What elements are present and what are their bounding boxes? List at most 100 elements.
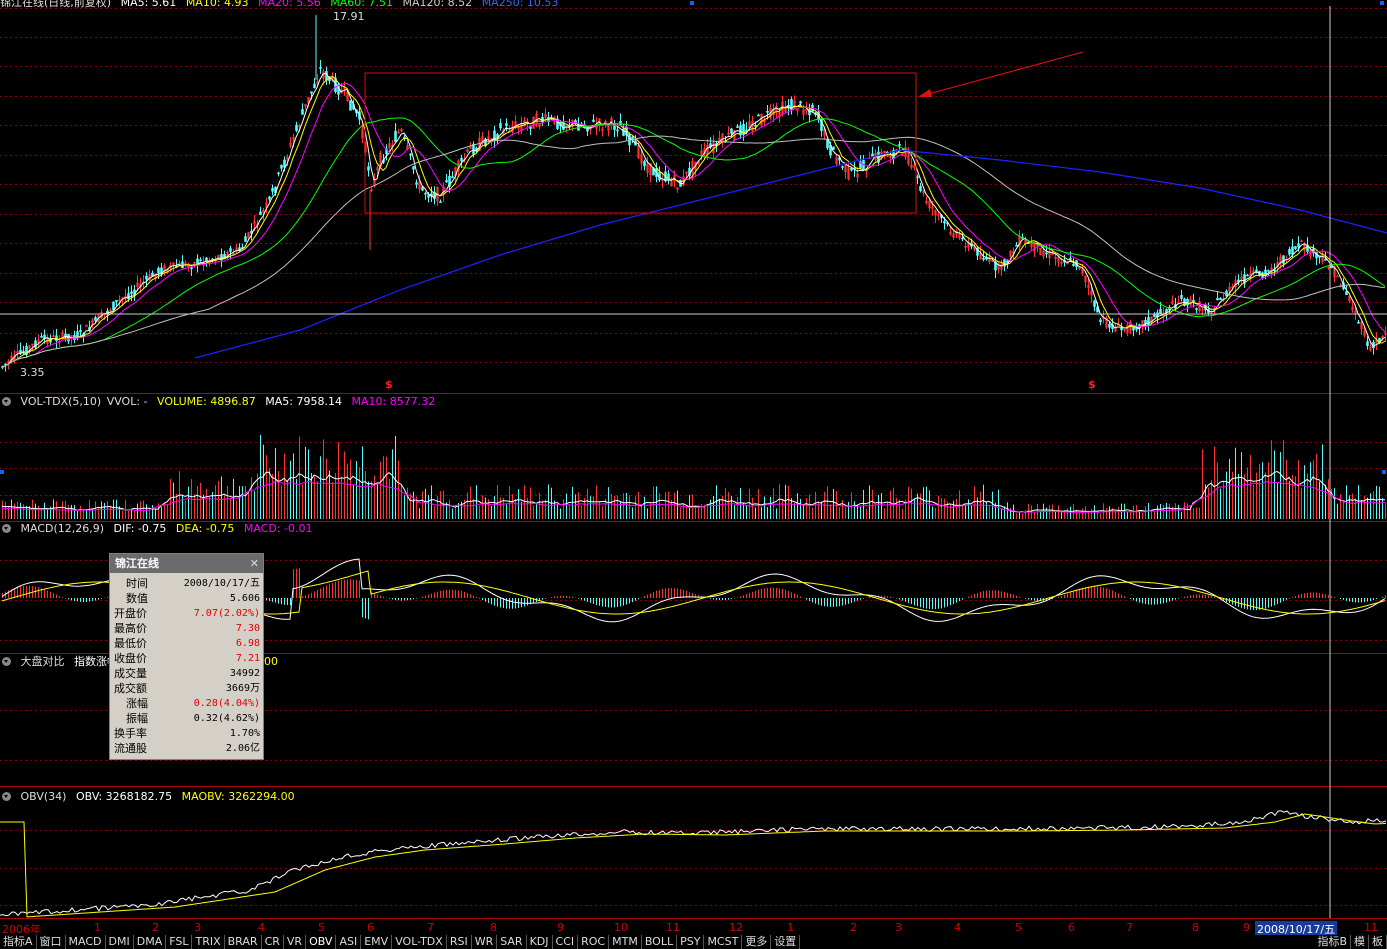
candle-body — [820, 119, 823, 131]
candle-body — [1132, 327, 1135, 331]
vol-ma10-value: MA10: 8577.32 — [351, 395, 436, 408]
candle-body — [976, 247, 979, 256]
indicator-tab[interactable]: 指标B — [1314, 935, 1351, 949]
candle-body — [1195, 308, 1198, 310]
indicator-menu-icon[interactable] — [2, 397, 11, 406]
indicator-tab[interactable]: MTM — [609, 935, 642, 949]
indicator-tab[interactable]: 指标A — [0, 935, 37, 949]
candle-body — [901, 154, 904, 157]
indicator-tab[interactable]: DMI — [106, 935, 134, 949]
indicator-menu-icon[interactable] — [2, 524, 11, 533]
candle-body — [859, 161, 862, 169]
tooltip-row: 最高价 7.30 — [110, 621, 263, 636]
tooltip-title: 锦江在线 — [115, 557, 159, 570]
indicator-tab[interactable]: TRIX — [192, 935, 225, 949]
candle-body — [1369, 346, 1372, 351]
date-axis: 2006年 1 2 3 4 5 6 7 8 9 10 11 12 1 2 3 4 5 6 7 8 9 2008/10/17/… — [0, 920, 1387, 937]
candle-body — [925, 200, 928, 204]
indicator-tab[interactable]: FSL — [166, 935, 193, 949]
candle-body — [1060, 262, 1063, 264]
indicator-tab[interactable]: EMV — [361, 935, 393, 949]
candle-body — [1288, 248, 1291, 255]
indicator-tab[interactable]: 模 — [1351, 935, 1369, 949]
candle-body — [448, 175, 451, 187]
candle-body — [394, 130, 397, 142]
tooltip-row: 时间 2008/10/17/五 — [110, 576, 263, 591]
data-tooltip-window[interactable]: 锦江在线 ✕ 时间 2008/10/17/五 数值 5.606 开盘价 7.07(2.02… — [109, 553, 264, 760]
vol-indicator-name[interactable]: VOL-TDX(5,10) — [20, 395, 102, 408]
candle-body — [1147, 316, 1150, 326]
date-tick-label: 10 — [614, 921, 628, 934]
date-tick-label: 1 — [94, 921, 101, 934]
candle-body — [1084, 275, 1087, 282]
tooltip-key: 数值 — [126, 592, 148, 605]
tooltip-value: 3669万 — [225, 683, 260, 694]
index-compare-header: 大盘对比 指数涨幅 00 — [0, 655, 278, 668]
indicator-tab[interactable]: ASI — [336, 935, 362, 949]
indicator-tab[interactable]: ROC — [578, 935, 610, 949]
indicator-tab[interactable]: 更多 — [742, 935, 772, 949]
close-icon[interactable]: ✕ — [249, 557, 259, 570]
obv-series[interactable] — [0, 810, 1387, 918]
candle-body — [439, 201, 442, 203]
candle-body — [889, 155, 892, 158]
date-tick-label: 4 — [258, 921, 265, 934]
indicator-tab[interactable]: WR — [472, 935, 498, 949]
indicator-tab[interactable]: RSI — [447, 935, 472, 949]
candle-body — [754, 124, 757, 127]
candle-body — [205, 257, 208, 262]
candle-body — [928, 200, 931, 209]
indicator-tab[interactable]: CR — [262, 935, 284, 949]
indicator-tab[interactable]: MCST — [704, 935, 743, 949]
indicator-menu-icon[interactable] — [2, 792, 11, 801]
indicator-tab[interactable]: CCI — [553, 935, 579, 949]
candlestick-series[interactable] — [1, 15, 1387, 372]
candle-body — [544, 113, 547, 118]
candle-body — [136, 282, 139, 287]
indicator-tab[interactable]: MACD — [66, 935, 106, 949]
price-low-label: 3.35 — [20, 366, 45, 379]
indicator-tab[interactable]: OBV — [306, 935, 337, 949]
indicator-tab[interactable]: BRAR — [225, 935, 262, 949]
candle-body — [349, 100, 352, 111]
indicator-tab[interactable]: VR — [284, 935, 307, 949]
ma20-line — [1, 82, 1386, 368]
candle-body — [409, 153, 412, 156]
index-compare-name[interactable]: 大盘对比 — [20, 655, 65, 668]
volume-bars[interactable] — [1, 434, 1386, 519]
candle-body — [109, 309, 112, 312]
indicator-tab[interactable]: 窗口 — [37, 935, 66, 949]
candle-body — [628, 133, 631, 146]
candle-body — [937, 214, 940, 216]
candle-body — [1216, 298, 1219, 301]
indicator-tab[interactable]: KDJ — [527, 935, 553, 949]
date-tick-label: 9 — [557, 921, 564, 934]
candle-body — [259, 211, 262, 216]
ma250-value: MA250: 10.53 — [481, 0, 559, 9]
indicator-tab[interactable]: DMA — [134, 935, 167, 949]
indicator-tab[interactable]: VOL-TDX — [392, 935, 447, 949]
candle-body — [85, 324, 88, 327]
indicator-tab[interactable]: PSY — [677, 935, 705, 949]
tooltip-row: 收盘价 7.21 — [110, 651, 263, 666]
indicator-tab[interactable]: BOLL — [642, 935, 678, 949]
indicator-tab[interactable]: 板 — [1369, 935, 1387, 949]
tooltip-header[interactable]: 锦江在线 ✕ — [110, 554, 263, 573]
candle-body — [979, 253, 982, 259]
obv-indicator-name[interactable]: OBV(34) — [20, 790, 67, 803]
candle-body — [844, 162, 847, 173]
tooltip-value: 7.21 — [235, 653, 260, 664]
candle-body — [601, 129, 604, 131]
indicator-tab[interactable]: SAR — [497, 935, 527, 949]
candle-body — [1351, 306, 1354, 311]
obv-header: OBV(34) OBV: 3268182.75 MAOBV: 3262294.0… — [0, 790, 301, 803]
candle-body — [1042, 251, 1045, 257]
indicator-menu-icon[interactable] — [2, 657, 11, 666]
candle-body — [127, 293, 130, 299]
indicator-tab[interactable]: 设置 — [771, 935, 801, 949]
macd-indicator-name[interactable]: MACD(12,26,9) — [20, 522, 105, 535]
date-tick-label: 2 — [850, 921, 857, 934]
candle-body — [631, 136, 634, 140]
candle-body — [808, 109, 811, 116]
